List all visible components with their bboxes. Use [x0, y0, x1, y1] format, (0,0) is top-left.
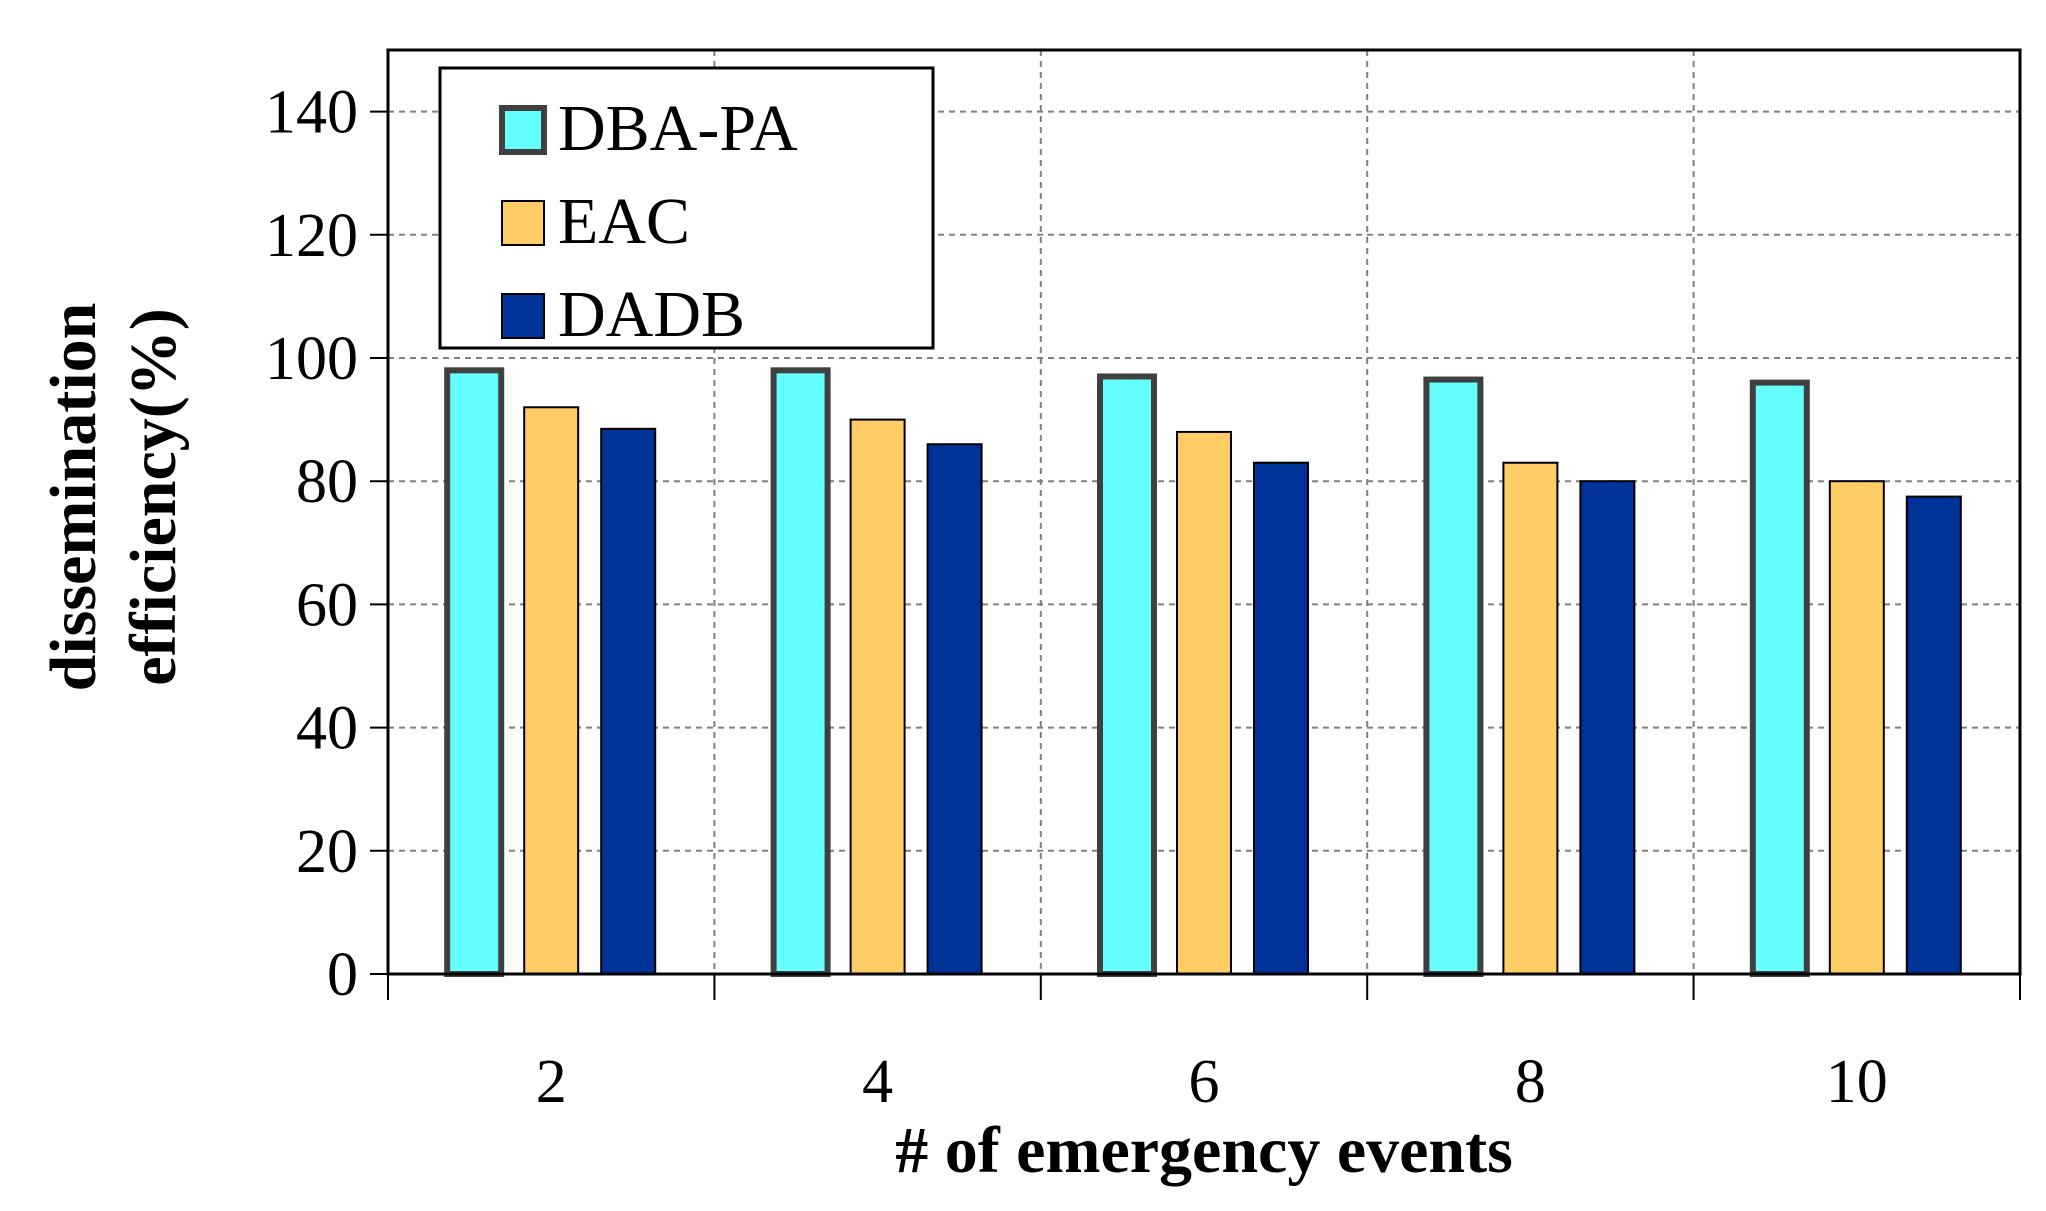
bar-dadb-10: [1905, 495, 1962, 975]
y-tick-label: 0: [327, 941, 358, 1009]
legend-swatch-dadb: [501, 293, 545, 339]
bar-eac-6: [1176, 430, 1232, 976]
y-axis-title-line-1: dissemination: [37, 303, 110, 692]
y-tick-label: 100: [265, 325, 358, 393]
bars: [444, 367, 1962, 978]
bar-dba-pa-6: [1097, 373, 1157, 978]
bar-dadb-2: [600, 427, 657, 975]
x-tick-label: 6: [1189, 1048, 1220, 1116]
x-tick-label: 4: [862, 1048, 893, 1116]
y-tick-label: 20: [296, 818, 358, 886]
x-tick-label: 2: [536, 1048, 567, 1116]
y-axis-title-line-2: efficiency(%): [117, 308, 190, 685]
x-axis-title: # of emergency events: [895, 1114, 1513, 1187]
x-tick-label: 8: [1515, 1048, 1546, 1116]
y-tick-label: 120: [265, 202, 358, 270]
y-tick-label: 140: [265, 79, 358, 147]
bar-eac-10: [1828, 480, 1885, 975]
y-tick-label: 60: [296, 571, 358, 639]
legend-swatch-dba-pa: [499, 105, 547, 155]
legend-swatch-eac: [501, 200, 545, 246]
plot-frame: [386, 48, 2022, 976]
legend-label-dadb: DADB: [558, 278, 745, 351]
bar-eac-4: [849, 418, 906, 976]
bar-dadb-6: [1253, 461, 1309, 975]
y-tick-label: 40: [296, 695, 358, 763]
y-tick-label: 80: [296, 448, 358, 516]
x-tick-labels: 2 4 6 8 10: [536, 1048, 1888, 1116]
y-tick-labels: 0 20 40 60 80 100 120 140: [265, 79, 358, 1009]
axes: [386, 48, 2022, 1000]
x-tick-label: 10: [1826, 1048, 1888, 1116]
bar-dadb-4: [926, 443, 983, 975]
bar-eac-8: [1502, 461, 1559, 975]
legend-label-dba-pa: DBA-PA: [558, 92, 798, 165]
bar-dadb-8: [1579, 480, 1636, 975]
legend-label-eac: EAC: [558, 185, 690, 258]
y-axis-title: dissemination efficiency(%): [37, 303, 190, 692]
bar-dba-pa-2: [444, 367, 505, 977]
legend: DBA-PA EAC DADB: [438, 66, 935, 351]
bar-eac-2: [523, 406, 580, 975]
bar-dba-pa-4: [770, 367, 831, 977]
bar-dba-pa-10: [1749, 379, 1810, 977]
bar-dba-pa-8: [1423, 376, 1484, 977]
